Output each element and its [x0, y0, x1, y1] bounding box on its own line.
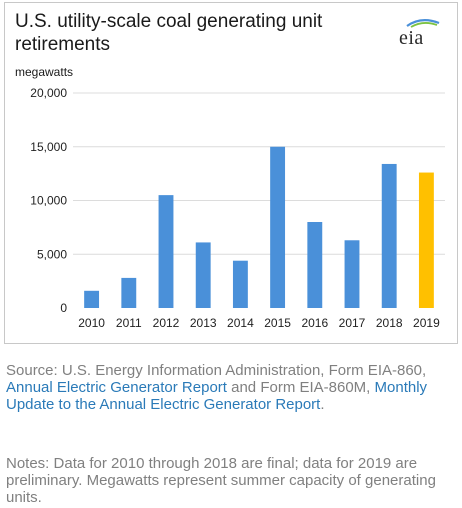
- y-tick-label: 15,000: [30, 140, 67, 154]
- y-tick-label: 0: [60, 301, 67, 315]
- bar: [307, 222, 323, 308]
- x-tick-label: 2014: [227, 316, 254, 330]
- bar: [232, 260, 248, 308]
- bar: [84, 290, 100, 308]
- x-tick-label: 2016: [301, 316, 328, 330]
- x-tick-label: 2017: [339, 316, 366, 330]
- source-middle: and Form EIA-860M,: [226, 379, 375, 396]
- x-tick-label: 2012: [153, 316, 180, 330]
- annual-report-link[interactable]: Annual Electric Generator Report: [6, 379, 227, 396]
- chart-panel: U.S. utility-scale coal generating unit …: [4, 2, 458, 344]
- x-tick-label: 2013: [190, 316, 217, 330]
- eia-logo: eia: [395, 17, 447, 49]
- x-tick-label: 2019: [413, 316, 440, 330]
- y-tick-label: 10,000: [30, 194, 67, 208]
- bar-chart-plot: 0 5,000 10,000 15,000 20,000 2010 2011 2012 2013…: [30, 86, 445, 330]
- bar: [418, 172, 434, 308]
- monthly-update-link[interactable]: Monthly Update to the Annual Electric Ge…: [6, 379, 428, 413]
- x-tick-label: 2018: [376, 316, 403, 330]
- x-tick-label: 2010: [78, 316, 105, 330]
- x-tick-label: 2015: [264, 316, 291, 330]
- footnote: Notes: Data for 2010 through 2018 are fi…: [6, 455, 436, 506]
- y-axis-unit-label: megawatts: [15, 65, 74, 79]
- bar: [270, 146, 286, 308]
- source-prefix: Source: U.S. Energy Information Administ…: [6, 362, 427, 379]
- source-suffix: .: [320, 396, 325, 413]
- bar: [158, 195, 174, 308]
- y-tick-label: 20,000: [30, 86, 67, 100]
- source-note: Source: U.S. Energy Information Administ…: [6, 362, 456, 413]
- eia-logo-text: eia: [399, 27, 424, 49]
- bar: [344, 240, 360, 308]
- y-tick-label: 5,000: [37, 247, 67, 261]
- bar: [381, 163, 397, 308]
- bar: [195, 242, 211, 308]
- eia-logo-arc-icon: [406, 19, 440, 28]
- x-tick-label: 2011: [116, 316, 142, 330]
- chart-title: U.S. utility-scale coal generating unit …: [15, 11, 323, 55]
- bar: [121, 277, 137, 308]
